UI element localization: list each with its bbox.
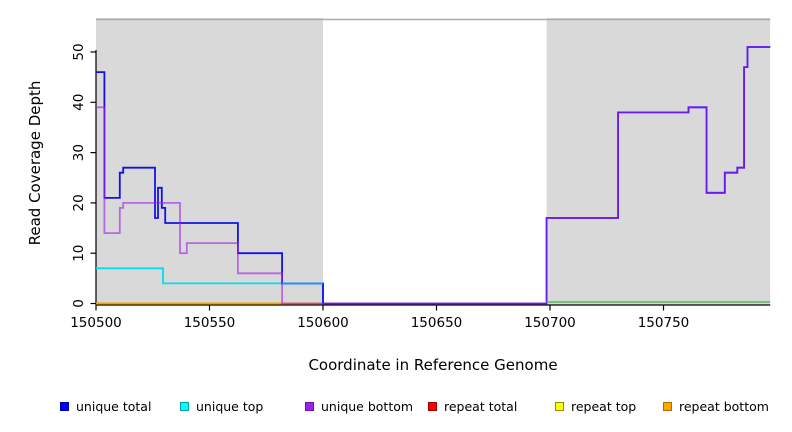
legend-label-repeat-top: repeat top [571, 398, 637, 414]
legend: unique total unique top unique bottom repea… [0, 398, 792, 418]
y-tick-label: 20 [71, 194, 87, 211]
series-line-unique-bottom [96, 46, 771, 305]
legend-swatch-repeat-bottom-icon [663, 401, 672, 411]
legend-swatch-unique-total-icon [60, 401, 69, 411]
legend-label-unique-bottom: unique bottom [321, 398, 414, 414]
legend-label-repeat-bottom: repeat bottom [679, 398, 769, 414]
shaded-region-1 [96, 18, 323, 305]
legend-item-repeat-top: repeat top [555, 398, 636, 414]
shaded-region-2 [546, 18, 771, 305]
y-tick-label: 0 [71, 299, 87, 308]
y-tick-label: 50 [71, 43, 87, 60]
y-tick-label: 30 [71, 144, 87, 161]
y-tick-label: 10 [71, 245, 87, 262]
legend-swatch-repeat-total-icon [428, 401, 437, 411]
legend-swatch-repeat-top-icon [555, 401, 564, 411]
x-tick-label: 150550 [184, 315, 236, 331]
legend-item-unique-bottom: unique bottom [305, 398, 413, 414]
x-tick-label: 150500 [70, 315, 122, 331]
y-axis-title: Read Coverage Depth [26, 80, 44, 246]
x-tick-label: 150600 [297, 315, 349, 331]
x-tick-label: 150700 [524, 315, 576, 331]
x-tick-label: 150650 [411, 315, 463, 331]
x-tick-label: 150750 [638, 315, 690, 331]
legend-label-repeat-total: repeat total [444, 398, 518, 414]
legend-item-unique-top: unique top [180, 398, 263, 414]
y-tick-label: 40 [71, 94, 87, 111]
legend-swatch-unique-top-icon [180, 401, 189, 411]
legend-label-unique-top: unique top [196, 398, 264, 414]
legend-swatch-unique-bottom-icon [305, 401, 314, 411]
legend-item-repeat-bottom: repeat bottom [663, 398, 769, 414]
x-axis-title: Coordinate in Reference Genome [308, 356, 558, 374]
legend-item-repeat-total: repeat total [428, 398, 517, 414]
legend-item-unique-total: unique total [60, 398, 151, 414]
legend-label-unique-total: unique total [76, 398, 152, 414]
